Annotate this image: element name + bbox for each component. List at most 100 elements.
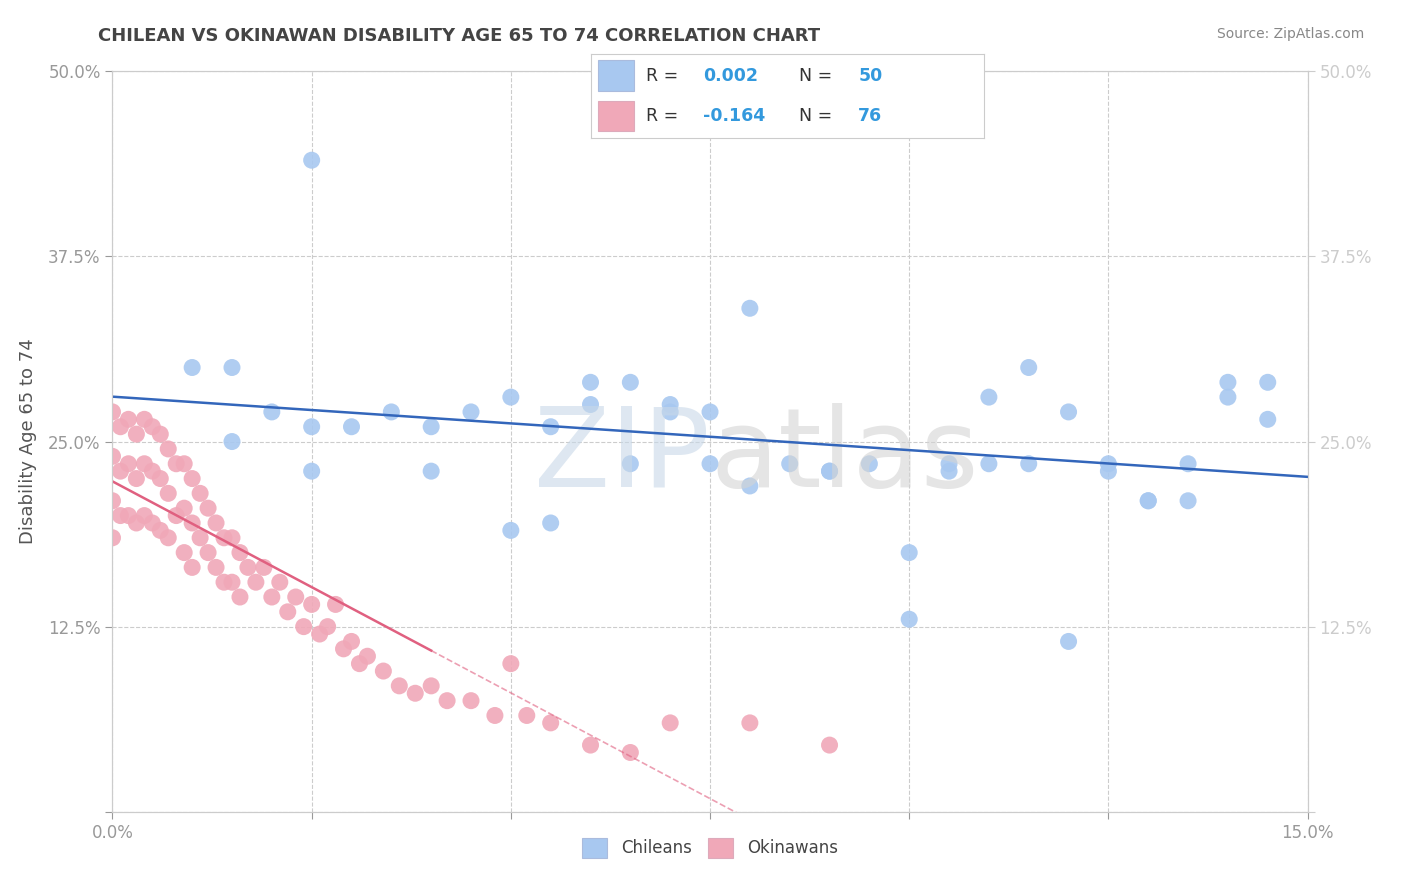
Point — [499, 524, 522, 538]
Point — [1097, 457, 1119, 471]
Point — [1018, 360, 1040, 375]
Point — [619, 457, 641, 471]
Point — [165, 457, 187, 471]
Point — [779, 457, 801, 471]
Point — [197, 546, 219, 560]
Point — [499, 390, 522, 404]
Point — [221, 360, 243, 375]
Point — [301, 419, 323, 434]
Point — [205, 516, 228, 530]
Point — [738, 479, 761, 493]
Text: ZIP: ZIP — [534, 403, 710, 510]
Point — [738, 301, 761, 316]
Point — [101, 493, 124, 508]
Point — [149, 427, 172, 442]
Point — [125, 427, 148, 442]
Point — [125, 471, 148, 485]
Point — [340, 634, 363, 648]
Point — [540, 419, 562, 434]
Point — [1257, 412, 1279, 426]
Point — [579, 398, 602, 412]
Point — [188, 486, 211, 500]
Point — [269, 575, 291, 590]
Point — [738, 715, 761, 730]
Point — [149, 471, 172, 485]
Point — [197, 501, 219, 516]
Point — [292, 619, 315, 633]
Text: R =: R = — [645, 107, 683, 125]
Point — [188, 531, 211, 545]
Point — [149, 524, 172, 538]
Bar — [599, 101, 634, 131]
Point — [110, 508, 132, 523]
Text: 76: 76 — [858, 107, 883, 125]
Point — [205, 560, 228, 574]
Point — [301, 153, 323, 168]
Point — [141, 516, 163, 530]
Point — [110, 419, 132, 434]
Point — [260, 590, 283, 604]
Point — [1216, 390, 1239, 404]
Point — [101, 405, 124, 419]
Point — [540, 516, 562, 530]
Point — [332, 641, 354, 656]
Point — [325, 598, 347, 612]
Point — [388, 679, 411, 693]
Y-axis label: Disability Age 65 to 74: Disability Age 65 to 74 — [18, 339, 37, 544]
Point — [1057, 405, 1080, 419]
Point — [579, 376, 602, 390]
Point — [301, 464, 323, 478]
Text: 50: 50 — [858, 67, 883, 85]
Point — [340, 419, 363, 434]
Point — [236, 560, 259, 574]
Text: atlas: atlas — [710, 403, 979, 510]
Point — [134, 508, 156, 523]
Point — [253, 560, 276, 574]
Point — [380, 405, 402, 419]
Point — [134, 457, 156, 471]
Point — [499, 657, 522, 671]
Point — [125, 516, 148, 530]
Point — [818, 464, 841, 478]
Point — [540, 715, 562, 730]
Point — [221, 575, 243, 590]
Point — [181, 471, 204, 485]
Text: CHILEAN VS OKINAWAN DISABILITY AGE 65 TO 74 CORRELATION CHART: CHILEAN VS OKINAWAN DISABILITY AGE 65 TO… — [98, 27, 821, 45]
Text: N =: N = — [799, 67, 838, 85]
Point — [938, 457, 960, 471]
Point — [938, 464, 960, 478]
Text: -0.164: -0.164 — [703, 107, 765, 125]
Point — [181, 516, 204, 530]
Point — [141, 464, 163, 478]
Point — [1097, 464, 1119, 478]
Point — [619, 746, 641, 760]
Point — [898, 546, 921, 560]
Bar — [599, 61, 634, 91]
Point — [157, 531, 180, 545]
Point — [117, 508, 139, 523]
Point — [659, 715, 682, 730]
Point — [404, 686, 426, 700]
Point — [316, 619, 339, 633]
Point — [1137, 493, 1160, 508]
Point — [157, 486, 180, 500]
Point — [277, 605, 299, 619]
Point — [460, 405, 482, 419]
Point — [619, 376, 641, 390]
Point — [260, 405, 283, 419]
Point — [141, 419, 163, 434]
Point — [165, 508, 187, 523]
Point — [1177, 457, 1199, 471]
Point — [898, 612, 921, 626]
Point — [308, 627, 330, 641]
Point — [659, 405, 682, 419]
Point — [516, 708, 538, 723]
Point — [356, 649, 378, 664]
Point — [1177, 493, 1199, 508]
Point — [245, 575, 267, 590]
Point — [212, 575, 235, 590]
Point — [349, 657, 371, 671]
Point — [101, 450, 124, 464]
Point — [1216, 376, 1239, 390]
Point — [1137, 493, 1160, 508]
